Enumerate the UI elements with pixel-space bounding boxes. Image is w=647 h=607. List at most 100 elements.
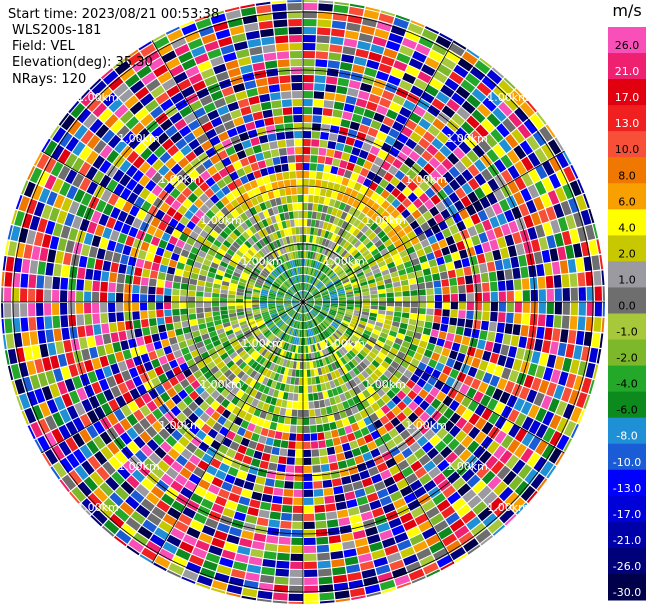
velocity-gate (303, 83, 314, 91)
velocity-gate (305, 251, 309, 259)
velocity-gate (363, 576, 379, 587)
velocity-gate (314, 300, 322, 302)
velocity-gate (332, 321, 340, 328)
velocity-gate (508, 370, 519, 383)
velocity-gate (368, 260, 377, 268)
velocity-gate (305, 305, 310, 311)
velocity-gate (331, 300, 338, 302)
velocity-gate (437, 415, 449, 427)
velocity-gate (312, 385, 318, 393)
velocity-gate (306, 303, 313, 307)
velocity-gate (331, 558, 345, 568)
velocity-gate (279, 448, 288, 457)
velocity-gate (438, 526, 453, 540)
velocity-gate (366, 171, 376, 181)
velocity-gate (352, 199, 361, 209)
velocity-gate (505, 279, 514, 291)
velocity-gate (344, 491, 356, 501)
velocity-gate (480, 272, 489, 283)
velocity-gate (313, 318, 318, 326)
velocity-gate (311, 352, 316, 361)
velocity-gate (351, 358, 359, 367)
velocity-gate (303, 251, 306, 259)
velocity-gate (350, 405, 359, 415)
velocity-gate (328, 287, 336, 292)
velocity-gate (482, 282, 490, 292)
velocity-gate (307, 321, 310, 329)
velocity-gate (447, 325, 457, 334)
velocity-gate (455, 86, 471, 100)
velocity-gate (387, 261, 396, 269)
velocity-gate (461, 257, 471, 268)
velocity-gate (346, 196, 355, 206)
velocity-gate (391, 406, 402, 416)
velocity-gate (303, 305, 306, 313)
velocity-gate (320, 213, 327, 221)
velocity-gate (430, 194, 441, 205)
velocity-gate (305, 304, 311, 311)
velocity-gate (334, 369, 341, 378)
velocity-gate (370, 120, 382, 130)
velocity-gate (347, 14, 363, 24)
velocity-gate (350, 237, 359, 246)
velocity-gate (518, 203, 530, 217)
velocity-gate (445, 376, 456, 387)
velocity-gate (337, 309, 346, 313)
velocity-gate (315, 270, 321, 278)
velocity-gate (373, 138, 384, 149)
velocity-gate (306, 275, 309, 283)
velocity-gate (276, 560, 290, 569)
velocity-gate (331, 302, 338, 304)
velocity-gate (331, 323, 338, 329)
velocity-gate (555, 400, 568, 416)
velocity-gate (312, 260, 317, 268)
velocity-gate (414, 467, 427, 479)
velocity-gate (312, 235, 317, 244)
velocity-gate (303, 219, 307, 227)
velocity-gate (553, 384, 565, 400)
velocity-gate (435, 362, 445, 372)
velocity-gate (327, 327, 334, 334)
velocity-gates (1, 0, 605, 604)
velocity-gate (392, 94, 406, 106)
velocity-gate (418, 340, 428, 349)
velocity-gate (356, 402, 365, 412)
velocity-gate (411, 257, 420, 266)
velocity-gate (421, 334, 430, 342)
velocity-gate (306, 361, 310, 369)
velocity-gate (380, 348, 389, 356)
velocity-gate (306, 299, 314, 302)
velocity-gate (315, 326, 321, 334)
velocity-gate (522, 302, 530, 313)
velocity-gate (499, 508, 515, 524)
velocity-gate (333, 4, 349, 14)
velocity-gate (390, 25, 407, 37)
velocity-gate (310, 147, 319, 155)
velocity-gate (325, 503, 336, 512)
velocity-gate (481, 470, 496, 485)
velocity-gate (362, 451, 373, 462)
velocity-gate (365, 406, 375, 416)
velocity-gate (325, 84, 337, 93)
velocity-gate (336, 386, 344, 395)
velocity-gate (569, 228, 580, 244)
velocity-gate (337, 509, 349, 519)
velocity-gate (370, 305, 378, 310)
velocity-gate (462, 408, 474, 421)
velocity-gate (321, 116, 332, 125)
velocity-gate (428, 157, 441, 169)
velocity-gate (386, 109, 398, 120)
velocity-gate (312, 290, 319, 296)
velocity-gate (278, 536, 291, 545)
velocity-gate (307, 312, 312, 320)
velocity-gate (326, 282, 334, 288)
velocity-gate (453, 334, 463, 344)
velocity-gate (303, 353, 307, 361)
velocity-gate (330, 166, 339, 175)
velocity-gate (432, 273, 441, 281)
velocity-gate (399, 274, 408, 281)
velocity-gate (452, 477, 466, 491)
velocity-gate (342, 483, 354, 493)
velocity-gate (319, 323, 325, 331)
velocity-gate (355, 254, 364, 262)
